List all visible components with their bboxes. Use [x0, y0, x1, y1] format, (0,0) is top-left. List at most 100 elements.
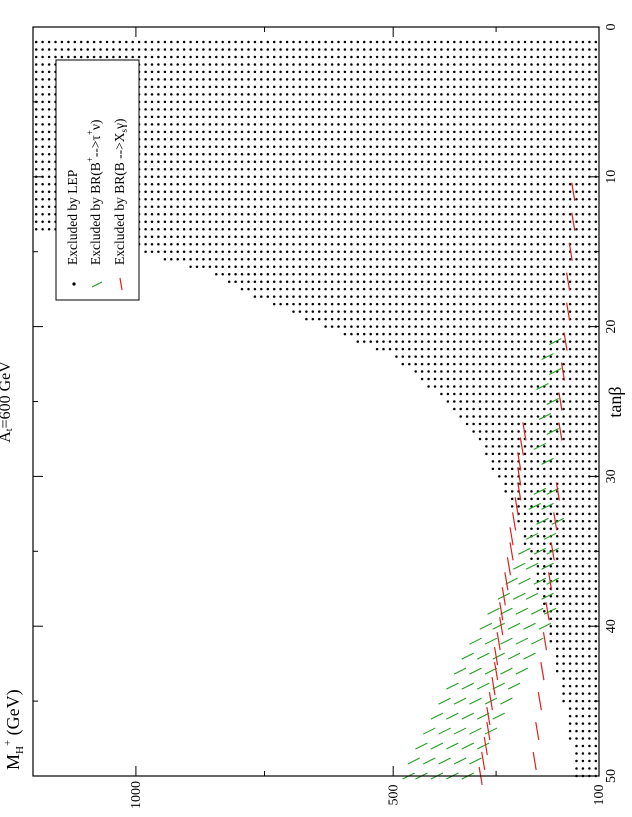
- lep-point: [253, 100, 257, 104]
- lep-point: [401, 302, 405, 306]
- lep-point: [369, 302, 372, 306]
- lep-point: [330, 168, 334, 171]
- lep-point: [247, 287, 250, 291]
- lep-point: [375, 100, 379, 104]
- lep-point: [298, 70, 302, 74]
- lep-point: [478, 257, 482, 261]
- lep-point: [356, 332, 360, 336]
- lep-point: [549, 347, 553, 351]
- lep-point: [568, 617, 572, 620]
- lep-point: [34, 205, 38, 209]
- lep-point: [182, 168, 186, 171]
- lep-point: [523, 265, 527, 268]
- lep-point: [176, 160, 179, 164]
- lep-point: [157, 153, 160, 156]
- lep-point: [388, 85, 392, 89]
- lep-point: [388, 242, 392, 246]
- lep-point: [369, 175, 372, 179]
- lep-point: [543, 123, 546, 126]
- lep-point: [446, 400, 450, 403]
- lep-point: [523, 48, 527, 51]
- lep-point: [266, 295, 270, 298]
- lep-point: [588, 594, 591, 598]
- lep-point: [298, 220, 302, 223]
- lep-point: [562, 624, 565, 628]
- lep-point: [465, 317, 469, 321]
- lep-point: [356, 175, 360, 179]
- lep-point: [227, 78, 231, 81]
- lep-point: [298, 138, 302, 141]
- lep-point: [536, 407, 540, 411]
- lep-point: [356, 55, 360, 59]
- lep-point: [343, 205, 347, 209]
- lep-point: [543, 63, 546, 66]
- lep-point: [555, 437, 559, 441]
- lep-point: [562, 527, 565, 531]
- lep-point: [285, 220, 289, 223]
- lep-point: [581, 535, 585, 538]
- lep-point: [517, 415, 520, 418]
- lep-point: [543, 557, 546, 561]
- lep-point: [575, 512, 578, 516]
- lep-point: [356, 242, 360, 246]
- lep-point: [575, 302, 578, 306]
- lep-point: [433, 362, 437, 366]
- lep-point: [465, 280, 469, 283]
- lep-point: [292, 78, 295, 81]
- lep-point: [266, 175, 270, 179]
- xsgamma-point: [522, 422, 527, 441]
- lep-point: [427, 55, 430, 59]
- lep-point: [588, 557, 591, 561]
- lep-point: [568, 654, 572, 658]
- lep-point: [350, 100, 353, 104]
- lep-point: [575, 542, 578, 546]
- lep-point: [195, 242, 199, 246]
- lep-point: [375, 130, 379, 134]
- lep-point: [279, 242, 282, 246]
- lep-point: [427, 220, 430, 223]
- lep-point: [343, 145, 347, 149]
- lep-point: [260, 70, 263, 74]
- lep-point: [433, 385, 437, 388]
- lep-point: [588, 662, 591, 665]
- lep-point: [575, 347, 578, 351]
- lep-point: [510, 235, 514, 238]
- lep-point: [414, 190, 417, 194]
- lep-point: [375, 168, 379, 171]
- lep-point: [485, 205, 488, 209]
- lep-point: [517, 205, 520, 209]
- lep-point: [581, 295, 585, 298]
- lep-point: [536, 332, 540, 336]
- lep-point: [182, 250, 186, 253]
- lep-point: [459, 175, 462, 179]
- lep-point: [408, 78, 411, 81]
- lep-point: [330, 48, 334, 51]
- lep-point: [594, 55, 598, 59]
- lep-point: [337, 48, 340, 51]
- lep-point: [234, 100, 237, 104]
- lep-point: [433, 123, 437, 126]
- lep-point: [510, 190, 514, 194]
- lep-point: [227, 145, 231, 149]
- lep-point: [215, 160, 218, 164]
- lep-point: [362, 190, 366, 194]
- lep-point: [510, 460, 514, 463]
- lep-point: [202, 85, 205, 89]
- lep-point: [324, 63, 327, 66]
- lep-point: [549, 467, 553, 471]
- lep-point: [208, 115, 212, 119]
- lep-point: [47, 198, 51, 201]
- lep-point: [472, 108, 475, 111]
- lep-point: [459, 115, 462, 119]
- lep-point: [543, 227, 546, 231]
- lep-point: [337, 70, 340, 74]
- lep-point: [536, 108, 540, 111]
- lep-point: [562, 153, 565, 156]
- lep-point: [163, 138, 167, 141]
- lep-point: [588, 550, 591, 553]
- lep-point: [530, 280, 533, 283]
- lep-point: [311, 242, 315, 246]
- lep-point: [555, 63, 559, 66]
- lep-point: [221, 40, 224, 44]
- lep-point: [395, 160, 398, 164]
